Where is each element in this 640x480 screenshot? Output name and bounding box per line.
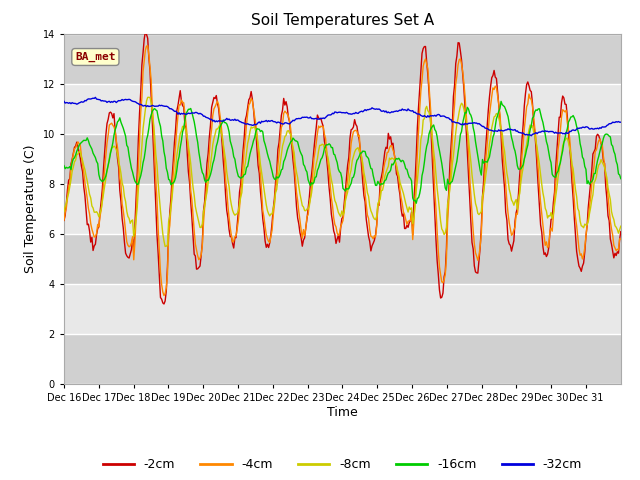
-16cm <box>399 157 406 163</box>
-16cm <box>617 176 625 181</box>
-2cm <box>374 202 381 207</box>
-16cm <box>234 169 241 175</box>
-16cm <box>497 98 505 104</box>
-4cm <box>160 293 168 299</box>
-4cm <box>472 250 479 256</box>
-2cm <box>401 226 408 231</box>
-4cm <box>144 43 152 48</box>
-32cm <box>92 95 99 100</box>
Line: -16cm: -16cm <box>64 101 621 203</box>
-32cm <box>617 120 625 125</box>
-32cm <box>527 133 535 139</box>
Line: -4cm: -4cm <box>64 46 621 296</box>
-4cm <box>236 205 243 211</box>
-8cm <box>298 197 305 203</box>
-4cm <box>298 227 305 233</box>
-16cm <box>295 144 303 150</box>
Line: -32cm: -32cm <box>64 97 621 136</box>
Text: BA_met: BA_met <box>75 52 116 62</box>
-32cm <box>399 107 407 113</box>
Bar <box>64 134 621 184</box>
-2cm <box>472 269 479 275</box>
-4cm <box>374 204 381 209</box>
-32cm <box>60 98 68 104</box>
Line: -8cm: -8cm <box>64 97 621 246</box>
Bar <box>64 84 621 134</box>
-2cm <box>617 228 625 234</box>
-16cm <box>568 114 576 120</box>
Bar <box>64 34 621 84</box>
-8cm <box>236 201 243 206</box>
Bar <box>64 334 621 384</box>
-32cm <box>373 106 381 112</box>
Y-axis label: Soil Temperature (C): Soil Temperature (C) <box>24 144 37 273</box>
-2cm <box>236 189 243 195</box>
-4cm <box>60 217 68 223</box>
-2cm <box>60 217 68 223</box>
-4cm <box>401 212 408 217</box>
-2cm <box>141 29 149 35</box>
-16cm <box>470 130 478 135</box>
-8cm <box>617 223 625 229</box>
-8cm <box>60 209 68 215</box>
Bar <box>64 284 621 334</box>
-32cm <box>568 127 576 133</box>
-16cm <box>60 163 68 168</box>
-4cm <box>617 236 625 242</box>
-2cm <box>298 235 305 240</box>
Line: -2cm: -2cm <box>64 32 621 304</box>
-2cm <box>568 179 576 185</box>
-4cm <box>568 166 576 172</box>
-8cm <box>472 201 479 206</box>
Bar <box>64 184 621 234</box>
X-axis label: Time: Time <box>327 406 358 419</box>
Title: Soil Temperatures Set A: Soil Temperatures Set A <box>251 13 434 28</box>
-32cm <box>296 116 304 121</box>
-8cm <box>568 161 576 167</box>
-32cm <box>234 118 242 123</box>
Legend: -2cm, -4cm, -8cm, -16cm, -32cm: -2cm, -4cm, -8cm, -16cm, -32cm <box>97 453 588 476</box>
-16cm <box>412 200 420 206</box>
-8cm <box>374 201 381 206</box>
-8cm <box>161 243 169 249</box>
Bar <box>64 234 621 284</box>
-8cm <box>145 95 153 100</box>
-2cm <box>160 301 168 307</box>
-8cm <box>401 195 408 201</box>
-32cm <box>470 120 478 126</box>
-16cm <box>372 182 380 188</box>
